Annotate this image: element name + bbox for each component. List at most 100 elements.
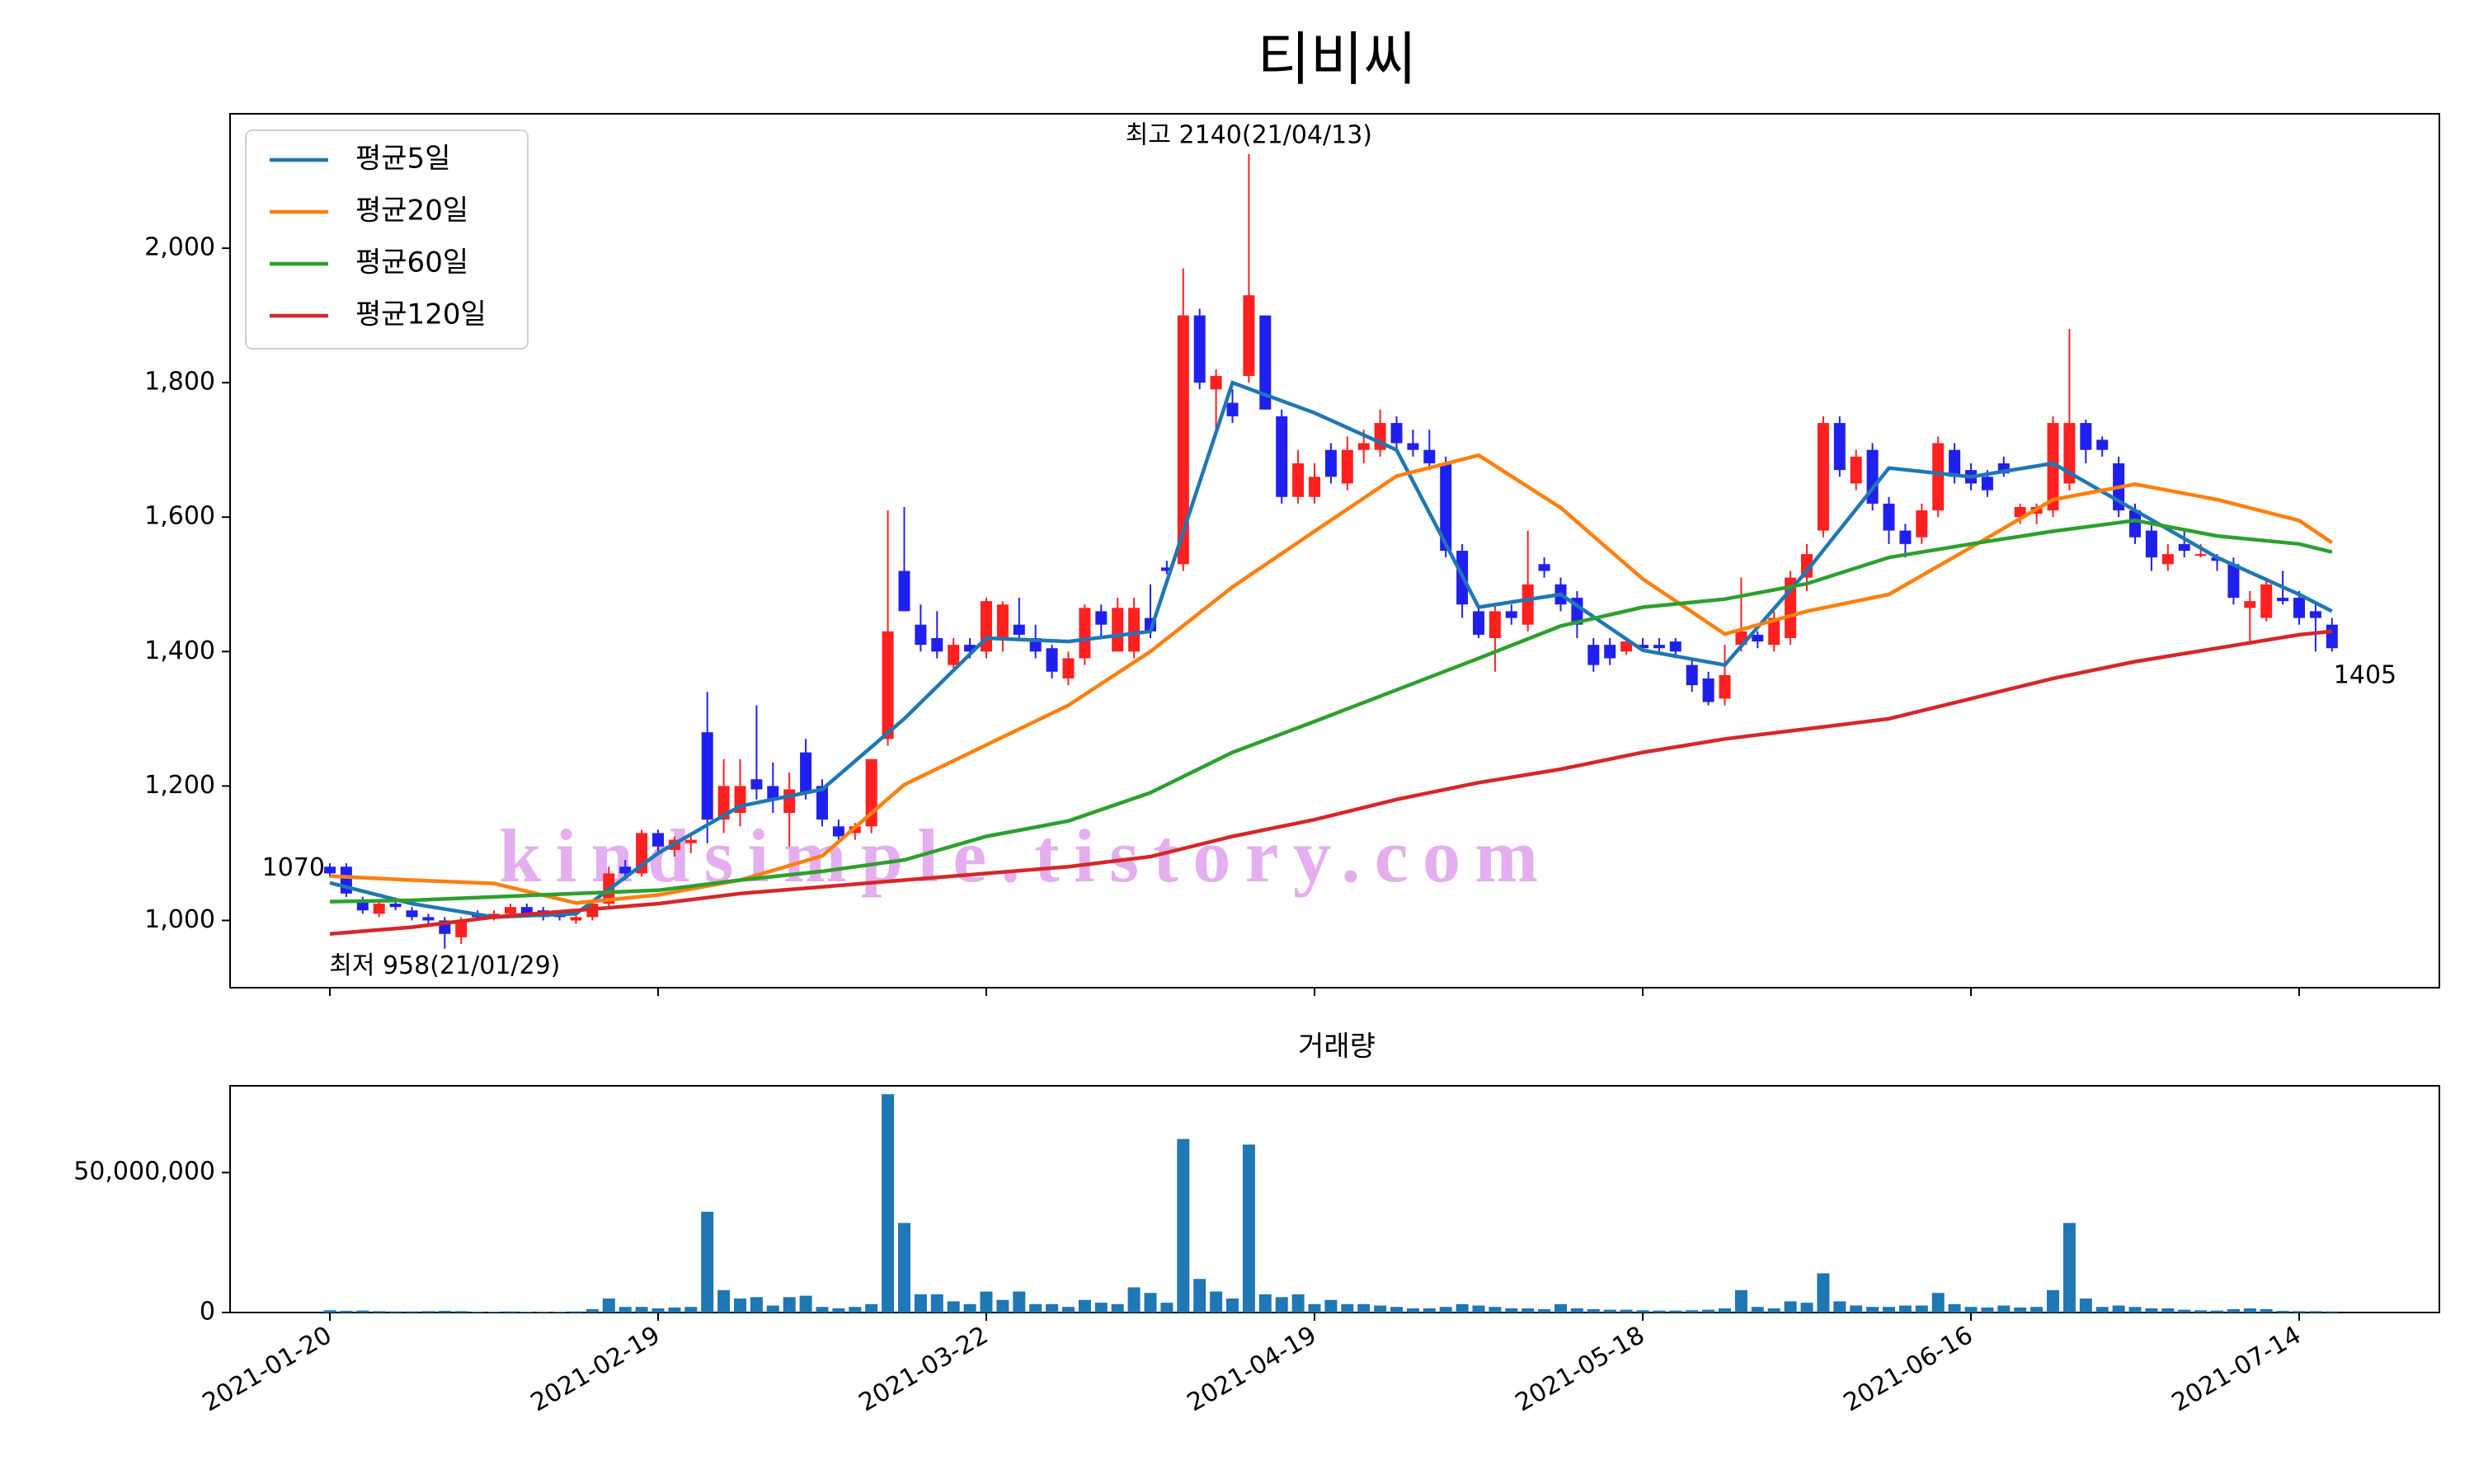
- volume-bar: [1341, 1303, 1354, 1313]
- candle-body: [2309, 611, 2321, 618]
- volume-bar: [717, 1289, 731, 1313]
- volume-bar: [1522, 1308, 1535, 1313]
- volume-bar: [504, 1311, 517, 1313]
- volume-bar: [1702, 1309, 1715, 1313]
- candle-body: [1407, 443, 1419, 450]
- volume-bar: [537, 1311, 550, 1313]
- volume-bar: [1981, 1307, 1994, 1313]
- x-tick-label: 2021-04-19: [1183, 1321, 1321, 1417]
- candle-body: [2080, 423, 2092, 450]
- volume-bar: [1226, 1298, 1239, 1313]
- candle-body: [389, 904, 402, 908]
- candle-body: [1095, 611, 1108, 625]
- volume-bar: [1767, 1308, 1780, 1313]
- chart-title: 티비씨: [1257, 26, 1416, 93]
- volume-bar: [2309, 1311, 2322, 1313]
- volume-bar: [1997, 1305, 2011, 1313]
- candle-body: [816, 786, 828, 820]
- candle-body: [2194, 554, 2207, 556]
- candle-body: [422, 917, 435, 921]
- volume-bar: [1177, 1139, 1190, 1313]
- candle-body: [1768, 618, 1780, 646]
- candle-body: [1686, 665, 1698, 686]
- volume-bar: [1866, 1307, 1879, 1313]
- volume-bar: [373, 1311, 386, 1313]
- candle-body: [1128, 608, 1141, 652]
- volume-bar: [1505, 1308, 1518, 1313]
- candle-body: [2227, 564, 2240, 599]
- candle-body: [783, 789, 796, 813]
- volume-bar: [1833, 1301, 1846, 1313]
- volume-bar: [996, 1299, 1009, 1313]
- candle-body: [2161, 554, 2174, 565]
- candle-body: [1324, 449, 1337, 477]
- volume-bar: [1160, 1303, 1174, 1313]
- candle-body: [1899, 530, 1912, 544]
- volume-bar: [750, 1297, 763, 1313]
- volume-bar: [1046, 1303, 1059, 1313]
- volume-bar: [1357, 1303, 1371, 1313]
- candle-body: [1062, 658, 1075, 679]
- candle-body: [2293, 598, 2305, 618]
- volume-bar: [553, 1311, 567, 1313]
- volume-bar: [980, 1291, 993, 1313]
- candle-body: [1226, 402, 1239, 416]
- candle-body: [1620, 641, 1633, 652]
- candle-body: [717, 786, 730, 820]
- y-tick-label: 50,000,000: [73, 1158, 215, 1186]
- candle-body: [1046, 648, 1058, 672]
- volume-bar: [930, 1294, 943, 1313]
- candle-body: [373, 904, 385, 914]
- candle-body: [996, 604, 1009, 638]
- candle-body: [2014, 507, 2026, 518]
- candle-body: [1309, 477, 1320, 497]
- volume-bar: [1210, 1291, 1223, 1313]
- legend-label: 평균20일: [355, 195, 468, 228]
- candle-body: [2047, 423, 2059, 511]
- volume-bar: [2194, 1310, 2208, 1313]
- candle-body: [2277, 598, 2289, 602]
- volume-bar: [914, 1294, 927, 1313]
- candle-body: [948, 645, 960, 665]
- volume-bar: [2227, 1308, 2240, 1313]
- candle-body: [1440, 463, 1452, 551]
- volume-bar: [2276, 1310, 2289, 1313]
- candle-body: [1932, 443, 1945, 511]
- candle-body: [455, 920, 468, 937]
- candle-body: [1112, 608, 1124, 652]
- x-tick-label: 2021-07-14: [2167, 1321, 2306, 1417]
- volume-bar: [1029, 1303, 1042, 1313]
- candle-body: [1473, 611, 1484, 635]
- volume-bar: [1390, 1307, 1403, 1313]
- volume-bar: [898, 1223, 910, 1313]
- volume-bar: [2178, 1309, 2191, 1313]
- volume-bar: [1883, 1307, 1895, 1313]
- candle-body: [2244, 601, 2256, 608]
- volume-bar: [1078, 1299, 1091, 1313]
- volume-bar: [799, 1295, 812, 1313]
- candle-body: [406, 910, 418, 918]
- candle-body: [1079, 608, 1091, 659]
- y-tick-label: 1,600: [144, 502, 215, 531]
- legend-label: 평균120일: [355, 298, 487, 331]
- candle-body: [1833, 423, 1846, 471]
- volume-bar: [701, 1211, 714, 1313]
- candle-body: [915, 624, 927, 646]
- candle-body: [964, 645, 976, 652]
- volume-bar: [2161, 1308, 2175, 1313]
- candle-body: [832, 826, 844, 837]
- candle-body: [1850, 456, 1862, 484]
- y-tick-label: 0: [200, 1298, 215, 1327]
- candle-body: [898, 571, 910, 612]
- candle-body: [1505, 611, 1517, 618]
- volume-bar: [1915, 1305, 1928, 1313]
- volume-bar: [356, 1310, 369, 1313]
- legend-label: 평균60일: [355, 247, 468, 279]
- volume-bar: [454, 1311, 468, 1313]
- volume-bar: [2112, 1305, 2125, 1313]
- candle-body: [1637, 645, 1649, 649]
- volume-bar: [1817, 1273, 1830, 1313]
- x-tick-label: 2021-05-18: [1511, 1321, 1649, 1417]
- candle-body: [1604, 645, 1616, 659]
